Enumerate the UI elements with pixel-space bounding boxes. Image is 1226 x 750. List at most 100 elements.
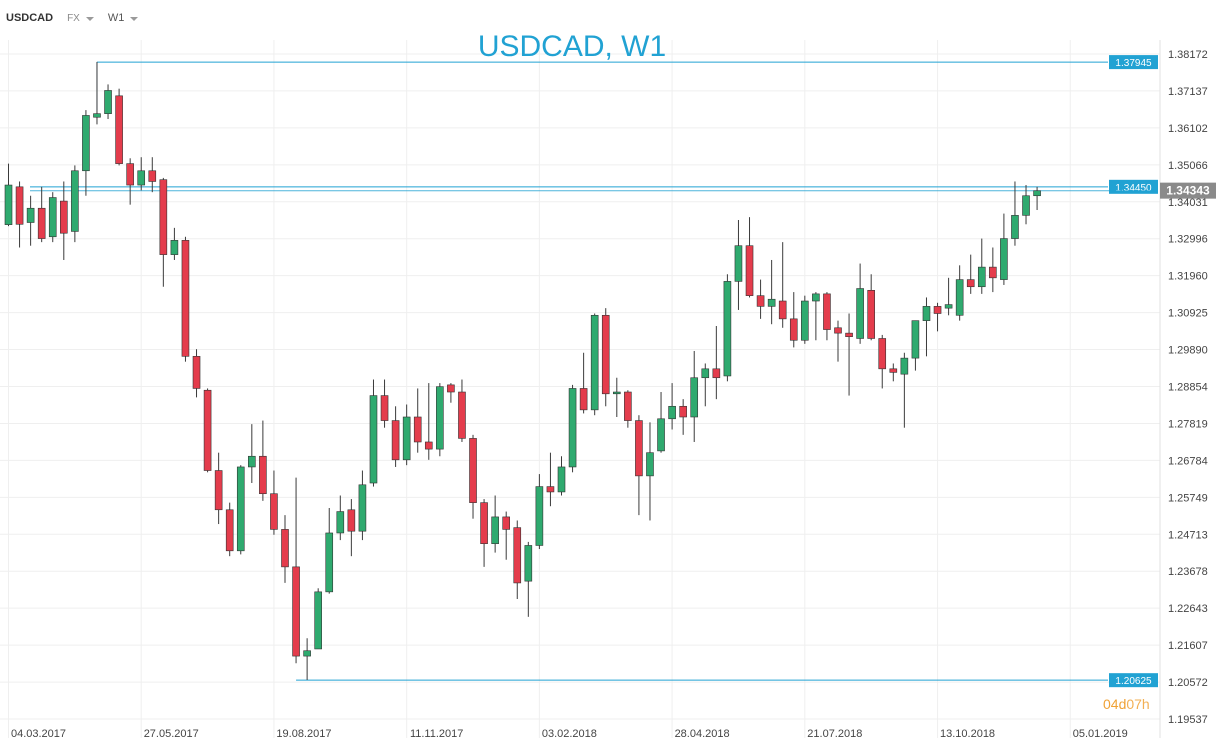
- y-tick-label: 1.35066: [1168, 160, 1208, 172]
- market-dropdown[interactable]: FX: [67, 13, 94, 24]
- candle-down: [159, 179, 168, 255]
- candle-up: [535, 486, 544, 546]
- y-tick-label: 1.19537: [1168, 714, 1208, 726]
- timeframe-dropdown[interactable]: W1: [108, 12, 139, 24]
- time-axis: 04.03.2017 27.05.2017 19.08.2017 11.11.2017…: [11, 728, 1128, 740]
- candle-up: [248, 455, 256, 468]
- candle-down: [834, 327, 842, 334]
- candle-up: [767, 298, 776, 307]
- candle-down: [502, 516, 511, 530]
- y-tick-label: 1.20572: [1168, 677, 1208, 689]
- timeframe-label: W1: [107, 12, 125, 24]
- candle-down: [579, 388, 588, 411]
- candle-up: [104, 90, 112, 114]
- candle-up: [955, 279, 964, 316]
- candle-up: [137, 170, 146, 186]
- x-tick-label: 03.02.2018: [542, 728, 597, 740]
- y-tick-label: 1.24713: [1168, 529, 1208, 541]
- candle-up: [690, 377, 699, 418]
- y-tick-label: 1.23678: [1168, 566, 1208, 578]
- y-tick-label: 1.21607: [1168, 640, 1208, 652]
- candle-down: [480, 502, 488, 544]
- candle-up: [1033, 190, 1041, 197]
- candle-down: [447, 384, 455, 393]
- candle-up: [369, 395, 378, 484]
- current-price-badge: [1160, 182, 1216, 199]
- candle-down: [679, 405, 687, 418]
- candle-down: [989, 266, 997, 279]
- y-tick-label: 1.25749: [1168, 492, 1208, 504]
- candle-down: [745, 245, 754, 296]
- candle-up: [590, 314, 599, 411]
- candle-up: [568, 388, 577, 468]
- y-tick-label: 1.34031: [1168, 197, 1208, 209]
- chevron-down-icon: [130, 17, 139, 21]
- candle-down: [889, 368, 898, 373]
- candle-down: [181, 240, 190, 357]
- level-badge: [1109, 55, 1158, 70]
- candle-up: [812, 293, 820, 302]
- chart-toolbar: USDCAD FX W1: [0, 0, 139, 36]
- candle-down: [823, 293, 831, 330]
- current-price-label: 1.34343: [1166, 184, 1210, 198]
- candle-down: [347, 509, 356, 532]
- candle-up: [48, 197, 57, 238]
- level-label: 1.37945: [1115, 58, 1152, 69]
- candle-down: [15, 186, 24, 225]
- candle-up: [4, 184, 13, 225]
- candle-down: [214, 470, 223, 511]
- candle-up: [236, 466, 245, 552]
- candle-up: [524, 545, 533, 582]
- y-tick-label: 1.36102: [1168, 123, 1208, 135]
- candle-up: [436, 386, 444, 450]
- candle-up: [314, 591, 322, 650]
- market-label: FX: [67, 12, 80, 24]
- candle-down: [380, 395, 389, 421]
- candle-down: [867, 290, 875, 339]
- candle-down: [37, 207, 46, 239]
- candles: [4, 61, 1041, 680]
- candle-up: [612, 391, 621, 395]
- candle-down: [192, 356, 201, 389]
- candle-up: [723, 281, 732, 377]
- candle-down: [513, 527, 522, 584]
- countdown-hours: 07h: [1126, 696, 1150, 712]
- bar-countdown: 04d07h: [1103, 696, 1150, 712]
- price-axis: 1.38172 1.37137 1.36102 1.35066 1.34031 1.329…: [1168, 49, 1208, 726]
- candle-up: [93, 113, 101, 118]
- x-tick-label: 05.01.2019: [1073, 728, 1128, 740]
- x-tick-label: 27.05.2017: [144, 728, 199, 740]
- candle-down: [789, 318, 798, 341]
- symbol-label[interactable]: USDCAD: [6, 12, 54, 24]
- candle-down: [59, 200, 68, 234]
- candle-down: [756, 295, 765, 307]
- candle-up: [944, 304, 953, 309]
- chart-title: USDCAD, W1: [478, 30, 666, 63]
- candle-up: [336, 511, 345, 534]
- candle-up: [922, 306, 931, 321]
- candle-down: [635, 420, 643, 477]
- candle-up: [646, 452, 654, 477]
- y-tick-label: 1.37137: [1168, 86, 1208, 98]
- candle-up: [26, 207, 35, 223]
- y-tick-label: 1.27819: [1168, 418, 1208, 430]
- x-tick-label: 21.07.2018: [807, 728, 862, 740]
- candle-down: [966, 279, 975, 288]
- candle-down: [933, 306, 942, 314]
- candle-down: [712, 368, 721, 379]
- candle-up: [1000, 238, 1008, 280]
- x-tick-label: 28.04.2018: [675, 728, 730, 740]
- level-badge: [1109, 673, 1158, 688]
- candle-up: [668, 405, 676, 420]
- x-tick-label: 04.03.2017: [11, 728, 66, 740]
- candle-up: [856, 288, 864, 339]
- candle-down: [292, 566, 300, 657]
- y-tick-label: 1.38172: [1168, 49, 1208, 61]
- candle-down: [148, 170, 157, 182]
- candle-down: [469, 438, 477, 503]
- y-tick-label: 1.32996: [1168, 234, 1208, 246]
- candle-up: [71, 170, 79, 232]
- y-tick-label: 1.31960: [1168, 271, 1208, 283]
- candle-down: [126, 163, 134, 186]
